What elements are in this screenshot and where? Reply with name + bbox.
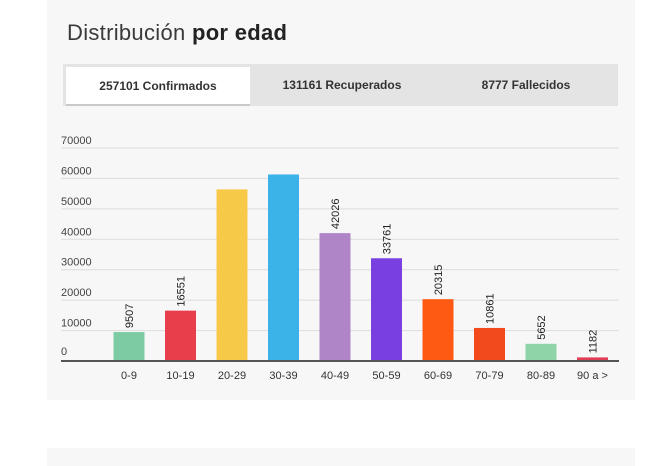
bar[interactable]	[422, 299, 454, 361]
tab-bar: 257101 Confirmados 131161 Recuperados 87…	[63, 64, 618, 106]
bar[interactable]	[319, 233, 351, 361]
x-tick-label: 90 a >	[577, 370, 608, 382]
x-tick-label: 0-9	[121, 370, 137, 382]
x-tick-label: 50-59	[372, 370, 400, 382]
y-tick-label: 50000	[61, 196, 92, 208]
title-regular: Distribución	[67, 20, 186, 45]
y-tick-label: 0	[61, 346, 67, 358]
x-tick-label: 20-29	[218, 370, 246, 382]
data-label: 1182	[588, 330, 600, 354]
x-tick-label: 40-49	[321, 370, 349, 382]
age-bar-chart: 0 10000 20000 30000 40000 50000 60000 70000 9507…	[61, 135, 619, 382]
data-label: 33761	[382, 224, 394, 255]
data-label: 5652	[536, 315, 548, 339]
bar[interactable]	[113, 332, 145, 361]
bar[interactable]	[165, 310, 196, 361]
y-tick-label: 10000	[61, 318, 92, 330]
x-tick-label: 30-39	[269, 370, 297, 382]
tab-confirmados[interactable]: 257101 Confirmados	[66, 67, 250, 106]
data-label: 10861	[485, 293, 497, 324]
next-card	[47, 448, 635, 466]
data-label: 16551	[176, 276, 188, 307]
data-label: 9507	[124, 304, 136, 328]
page-title: Distribución por edad	[67, 20, 287, 46]
bar[interactable]	[371, 258, 402, 361]
data-label: 20315	[433, 265, 445, 296]
title-bold: por edad	[191, 20, 288, 45]
y-tick-label: 30000	[61, 257, 92, 269]
y-tick-label: 70000	[61, 135, 92, 147]
bar[interactable]	[216, 189, 248, 361]
x-tick-label: 60-69	[424, 370, 452, 382]
y-tick-label: 60000	[61, 165, 92, 177]
age-distribution-card: Distribución por edad 257101 Confirmados…	[47, 0, 635, 400]
x-tick-label: 10-19	[166, 370, 194, 382]
bar[interactable]	[577, 357, 608, 361]
bar[interactable]	[525, 343, 557, 361]
tab-fallecidos[interactable]: 8777 Fallecidos	[481, 78, 571, 92]
tab-recuperados[interactable]: 131161 Recuperados	[282, 78, 402, 92]
data-label: 42026	[330, 199, 342, 230]
x-tick-label: 70-79	[475, 370, 503, 382]
bar[interactable]	[268, 174, 299, 361]
y-tick-label: 40000	[61, 226, 92, 238]
x-tick-label: 80-89	[527, 370, 555, 382]
y-tick-label: 20000	[61, 287, 92, 299]
bar[interactable]	[474, 327, 505, 361]
